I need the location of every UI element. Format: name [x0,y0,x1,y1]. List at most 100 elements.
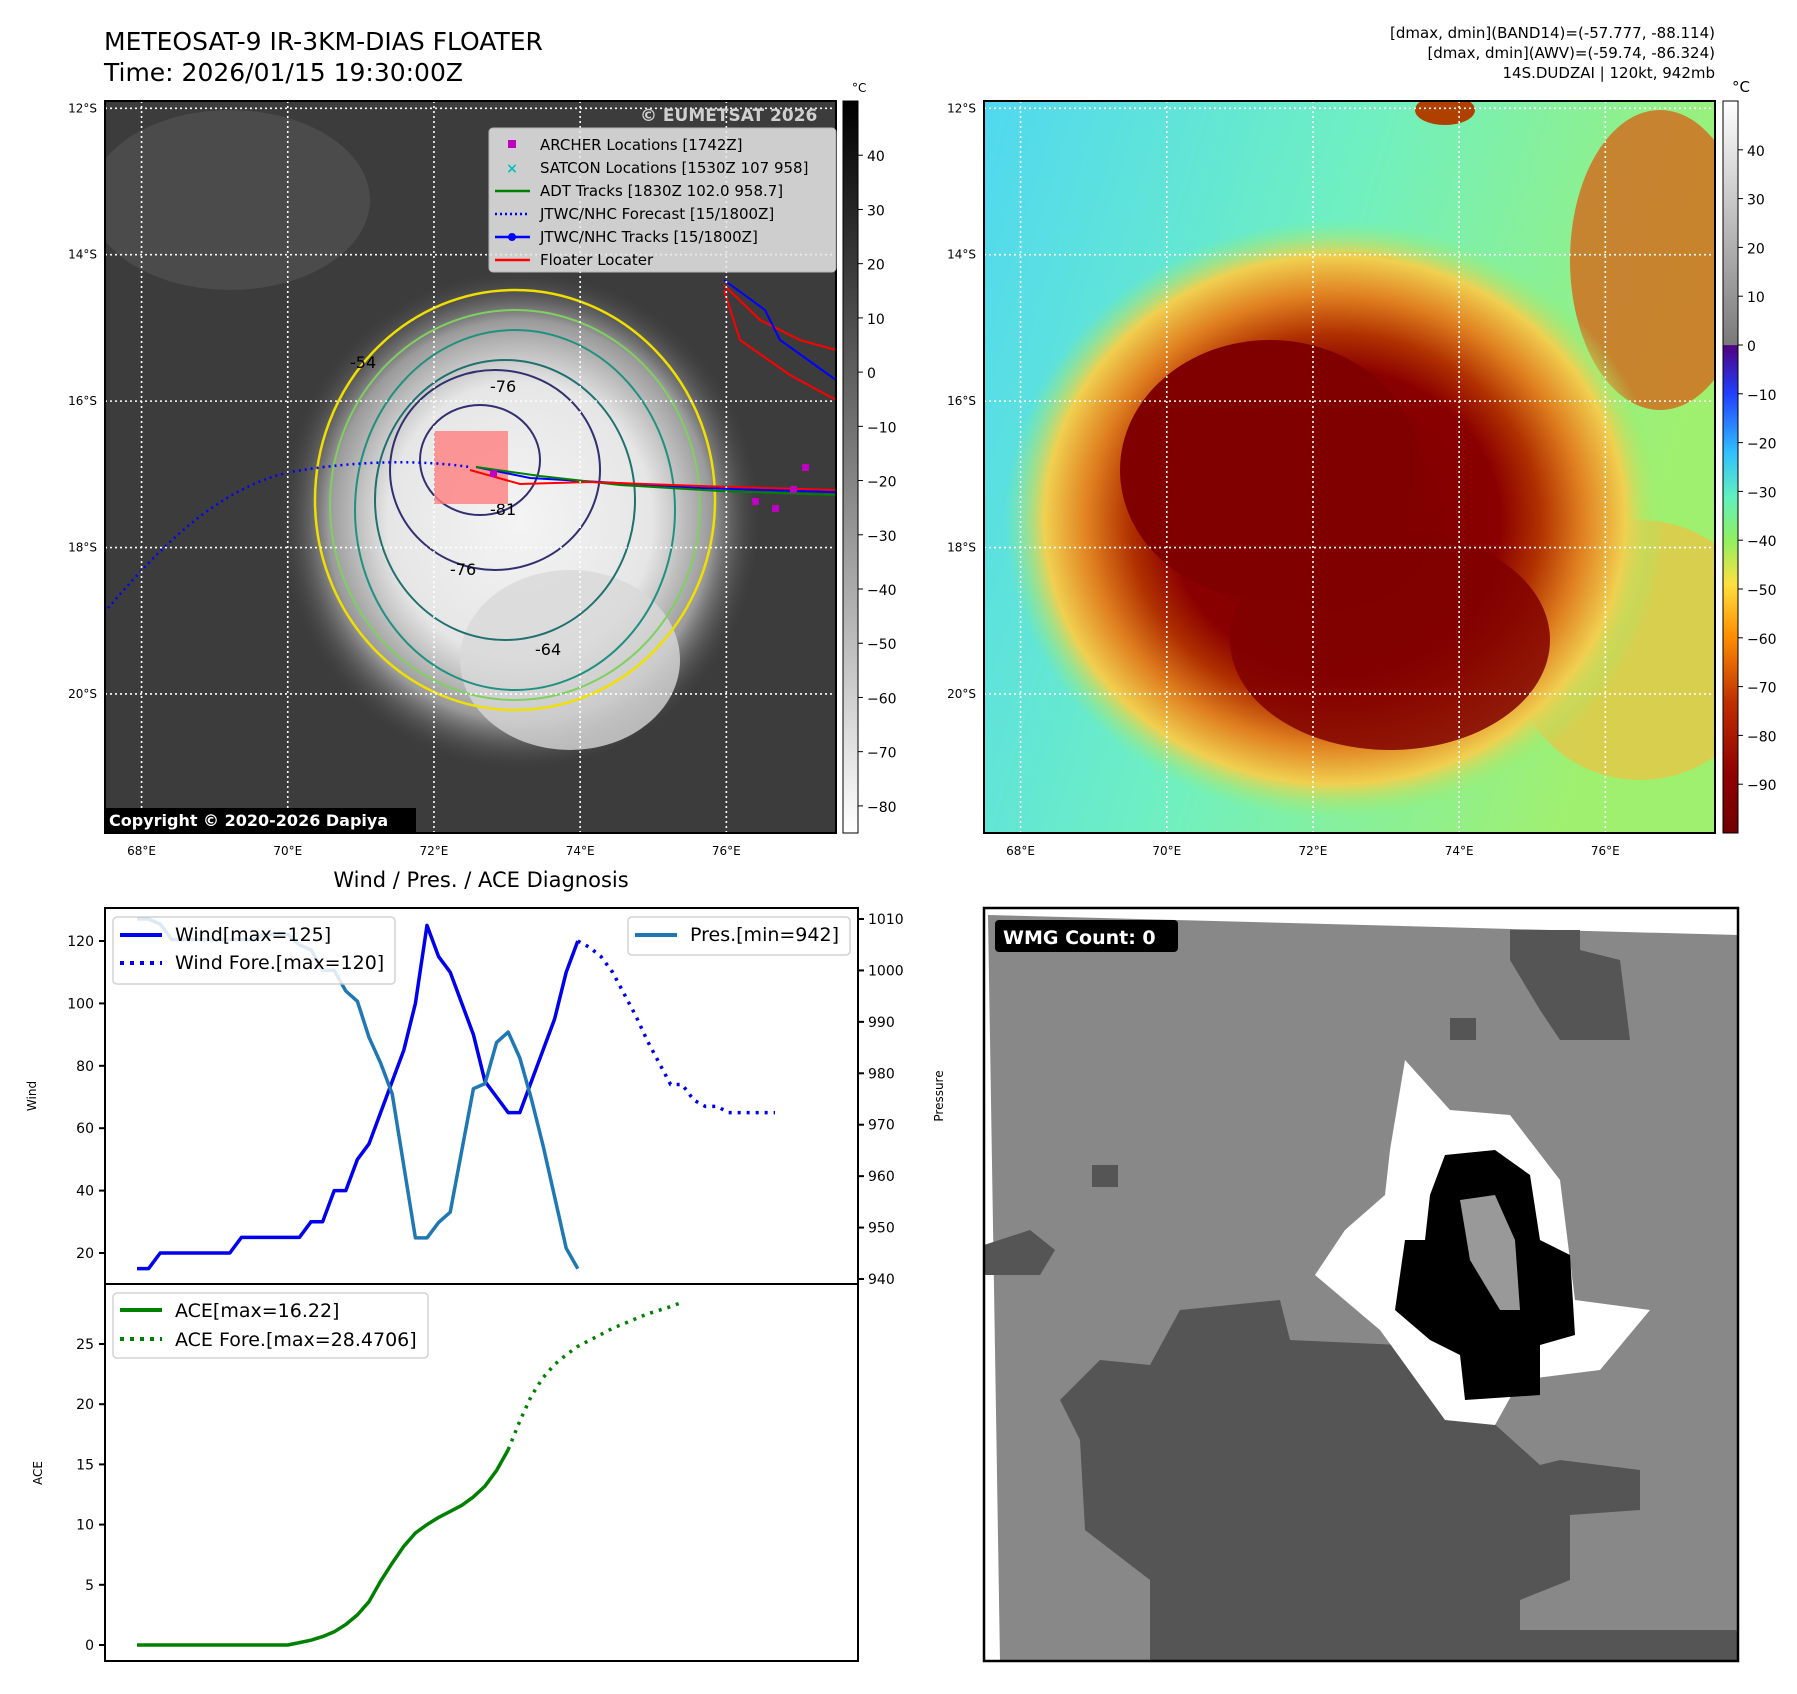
lon-tick-label: 76°E [1591,844,1620,858]
ir-legend: ARCHER Locations [1742Z] × SATCON Location… [488,127,837,273]
colorbar-tick-label: −70 [1747,681,1777,697]
figure-time: Time: 2026/01/15 19:30:00Z [103,58,463,87]
archer-marker-icon [508,140,516,148]
lat-tick-label: 12°S [68,101,97,115]
wmg-dark-region [1060,1300,1738,1661]
y-tick-label: 15 [76,1457,94,1473]
colorbar-tick-label: −20 [867,475,897,491]
y-tick-label: 100 [67,996,94,1012]
eumetsat-watermark: © EUMETSAT 2026 [640,106,817,126]
legend-wind: Wind[max=125] [175,924,331,946]
awv-colorbar [1722,100,1739,834]
wmg-count-badge [995,920,1178,952]
figure-title: METEOSAT-9 IR-3KM-DIAS FLOATER [104,27,543,56]
copyright-badge [105,808,416,832]
lat-tick-label: 18°S [68,541,97,555]
legend-label: JTWC/NHC Tracks [15/1800Z] [539,228,758,246]
y-tick-label: 0 [85,1638,94,1654]
y2-tick-label: 940 [868,1272,895,1288]
y2-tick-label: 970 [868,1118,895,1134]
contour-lightgreen [329,309,701,701]
colorbar-tick-label: 10 [867,312,885,328]
contour-label: -76 [490,377,516,396]
colorbar-tick-label: 20 [1747,241,1765,257]
lon-tick-label: 76°E [712,844,741,858]
wmg-panel: WMG Count: 0 [982,906,1740,1663]
lat-tick-label: 20°S [947,687,976,701]
awv-colorbar-unit: °C [1732,78,1750,96]
wmg-frame [982,906,1740,1663]
colorbar-tick-label: −50 [867,637,897,653]
contour-label: -54 [350,353,376,372]
series-line-0 [137,923,580,1271]
colorbar-tick-label: 40 [867,149,885,165]
lon-tick-label: 72°E [1299,844,1328,858]
ir-map: -54 -76 -81 -76 -64 68°E 70°E 72°E 74°E 76°E… [68,81,896,858]
y2-tick-label: 960 [868,1169,895,1185]
pressure-axis-label: Pressure [932,1070,946,1121]
y-tick-label: 60 [76,1121,94,1137]
lat-tick-label: 16°S [68,394,97,408]
legend-label: SATCON Locations [1530Z 107 958] [540,159,808,177]
y2-tick-label: 1000 [868,963,904,979]
lon-tick-label: 70°E [273,844,302,858]
lon-tick-label: 74°E [566,844,595,858]
y2-tick-label: 990 [868,1015,895,1031]
y-tick-label: 80 [76,1059,94,1075]
y-tick-label: 20 [76,1246,94,1262]
legend-wind-fore: Wind Fore.[max=120] [175,952,384,974]
colorbar-tick-label: −60 [1747,632,1777,648]
contour-label: -64 [535,640,561,659]
lat-tick-label: 20°S [68,687,97,701]
chart-title: Wind / Pres. / ACE Diagnosis [333,868,628,892]
contour-label: -81 [490,500,516,519]
contour-navy [389,369,601,571]
band14-range: [dmax, dmin](BAND14)=(-57.777, -88.114) [1390,24,1715,42]
awv-gridlines: 68°E 70°E 72°E 74°E 76°E 12°S 14°S 16°S 18°S 20°S [947,101,1715,858]
lat-tick-label: 14°S [68,248,97,262]
legend-label: Floater Locater [540,251,654,269]
lon-tick-label: 68°E [1006,844,1035,858]
legend-ace: ACE[max=16.22] [175,1300,339,1322]
lon-tick-label: 72°E [420,844,449,858]
ir-frame [104,100,837,834]
colorbar-tick-label: 0 [1747,339,1756,355]
colorbar-tick-label: 30 [867,203,885,219]
y-tick-label: 120 [67,934,94,950]
colorbar-tick-label: −50 [1747,583,1777,599]
contour-yellow [313,288,717,712]
y2-tick-label: 950 [868,1221,895,1237]
awv-range: [dmax, dmin](AWV)=(-59.74, -86.324) [1427,44,1715,62]
copyright-text: Copyright © 2020-2026 Dapiya [109,811,388,830]
colorbar-tick-label: −60 [867,691,897,707]
legend-label: ADT Tracks [1830Z 102.0 958.7] [540,182,783,200]
colorbar-tick-label: −10 [1747,388,1777,404]
colorbar-tick-label: −40 [867,583,897,599]
colorbar-tick-label: −40 [1747,534,1777,550]
wmg-eye [1460,1195,1520,1310]
y2-tick-label: 1010 [868,912,904,928]
wind-pressure-chart: Wind Pressure 20 40 60 80 100 120 940 950 960 970… [25,907,946,1288]
y-tick-label: 40 [76,1184,94,1200]
floater-track [469,469,836,491]
contour-teal [354,329,676,691]
colorbar-tick-label: −20 [1747,437,1777,453]
y-tick-label: 25 [76,1337,94,1353]
adt-track [475,466,836,496]
lon-tick-label: 74°E [1445,844,1474,858]
lat-tick-label: 14°S [947,248,976,262]
pressure-legend: Pres.[min=942] [627,916,851,956]
legend-pressure: Pres.[min=942] [690,924,839,946]
ir-colorbar [842,100,859,834]
wind-axis-label: Wind [25,1081,39,1111]
colorbar-tick-label: −30 [867,529,897,545]
colorbar-tick-label: −80 [867,800,897,816]
wind-legend: Wind[max=125] Wind Fore.[max=120] [112,916,396,985]
lat-tick-label: 18°S [947,541,976,555]
contour-label: -76 [450,560,476,579]
legend-label: ARCHER Locations [1742Z] [540,136,743,154]
lon-tick-label: 70°E [1152,844,1181,858]
lat-tick-label: 16°S [947,394,976,408]
awv-frame [983,100,1716,834]
